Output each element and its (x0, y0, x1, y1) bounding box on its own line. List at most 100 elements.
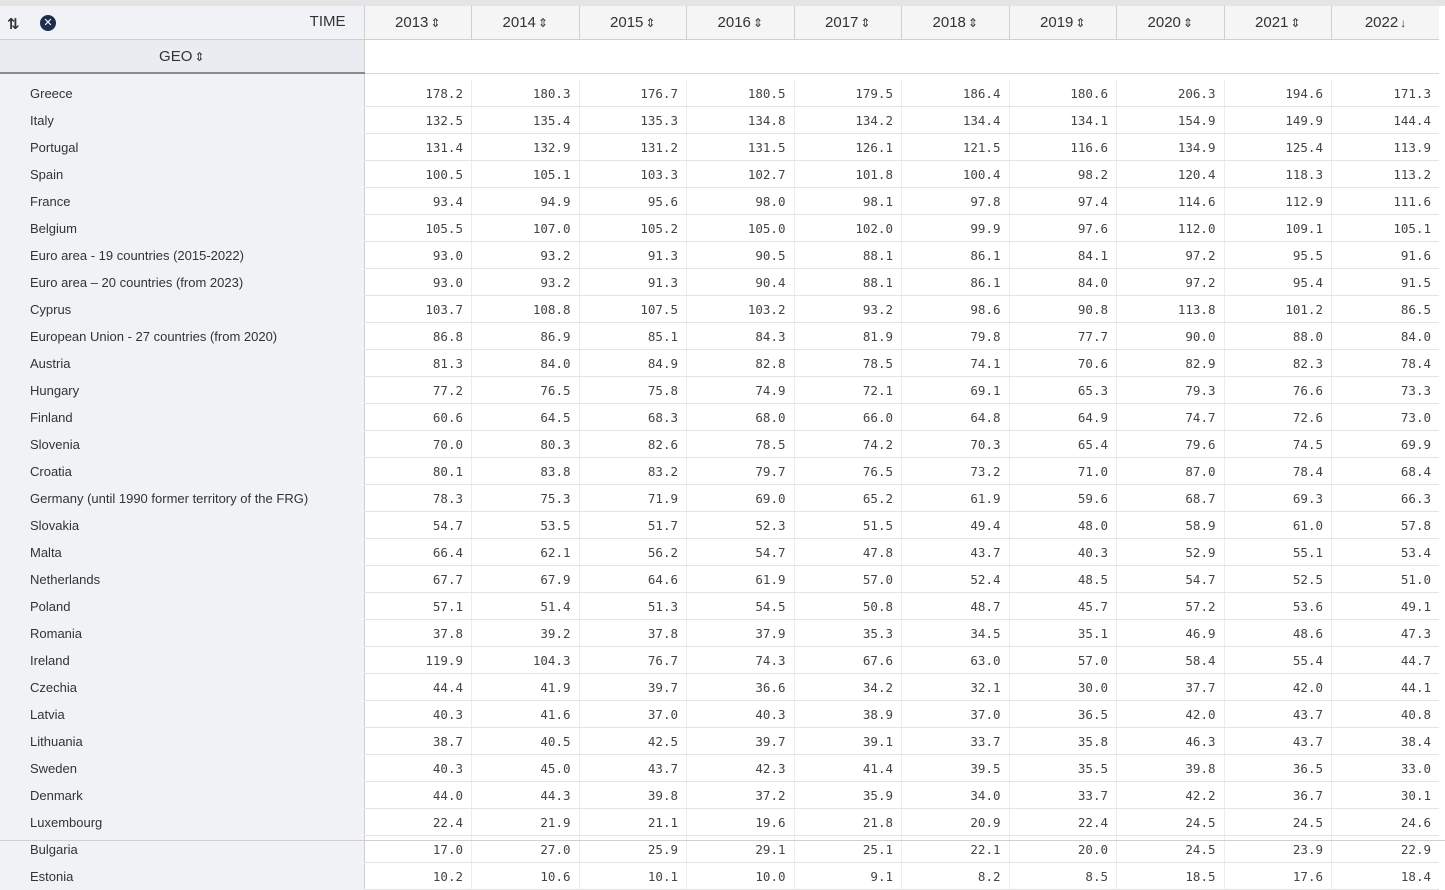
value-cell: 93.2 (471, 268, 579, 296)
value-cell: 34.0 (901, 781, 1009, 809)
value-cell: 62.1 (471, 538, 579, 566)
value-cell: 35.8 (1008, 727, 1117, 755)
value-cell: 53.5 (471, 511, 579, 539)
header-corner: ⇅ ✕ TIME (0, 6, 365, 40)
table-row: Euro area – 20 countries (from 2023) 93.0… (0, 268, 1439, 296)
value-cell: 111.6 (1331, 187, 1439, 215)
value-cell: 91.3 (578, 268, 687, 296)
geo-row-label: Euro area – 20 countries (from 2023) (0, 268, 365, 296)
value-cell: 39.2 (471, 619, 579, 647)
value-cell: 131.5 (686, 133, 794, 161)
value-cell: 45.7 (1008, 592, 1117, 620)
value-cell: 101.2 (1223, 295, 1332, 323)
value-cell: 39.8 (578, 781, 687, 809)
value-cell: 35.9 (793, 781, 902, 809)
value-cell: 79.6 (1116, 430, 1224, 458)
value-cell: 18.5 (1116, 862, 1224, 890)
value-cell: 86.8 (363, 322, 472, 350)
geo-column-header[interactable]: GEO ⇕ (0, 39, 365, 74)
sort-icon[interactable]: ⇕ (860, 16, 871, 30)
year-header-2020[interactable]: 2020 ⇕ (1116, 6, 1224, 40)
value-cell: 135.3 (578, 106, 687, 134)
sort-icon[interactable]: ⇕ (645, 16, 656, 30)
value-cell: 86.5 (1331, 295, 1439, 323)
value-cell: 154.9 (1116, 106, 1224, 134)
sort-toggle-icon[interactable]: ⇅ (7, 16, 19, 33)
value-cell: 179.5 (793, 80, 902, 107)
sort-icon[interactable]: ⇕ (967, 16, 978, 30)
value-cell: 94.9 (471, 187, 579, 215)
geo-row-label: Portugal (0, 133, 365, 161)
year-header-2018[interactable]: 2018 ⇕ (901, 6, 1009, 40)
value-cell: 44.7 (1331, 646, 1439, 674)
value-cell: 46.3 (1116, 727, 1224, 755)
year-header-2013[interactable]: 2013 ⇕ (363, 6, 472, 40)
year-header-2019[interactable]: 2019 ⇕ (1008, 6, 1117, 40)
sort-icon[interactable]: ⇕ (430, 16, 441, 30)
value-cell: 83.2 (578, 457, 687, 485)
clear-sort-icon[interactable]: ✕ (40, 15, 56, 31)
value-cell: 180.5 (686, 80, 794, 107)
value-cell: 85.1 (578, 322, 687, 350)
value-cell: 103.3 (578, 160, 687, 188)
value-cell: 58.9 (1116, 511, 1224, 539)
value-cell: 44.3 (471, 781, 579, 809)
value-cell: 48.7 (901, 592, 1009, 620)
geo-row-label: Luxembourg (0, 808, 365, 836)
value-cell: 71.0 (1008, 457, 1117, 485)
table-row: Austria 81.3 84.0 84.9 82.8 78.5 74.1 70.6 82.9 8… (0, 349, 1439, 377)
year-label: 2019 (1040, 14, 1074, 31)
value-cell: 39.7 (686, 727, 794, 755)
sort-icon[interactable]: ⇕ (537, 16, 548, 30)
value-cell: 90.4 (686, 268, 794, 296)
value-cell: 52.3 (686, 511, 794, 539)
value-cell: 113.8 (1116, 295, 1224, 323)
table-row: Belgium 105.5 107.0 105.2 105.0 102.0 99.9 97.6… (0, 214, 1439, 242)
value-cell: 194.6 (1223, 80, 1332, 107)
value-cell: 105.1 (1331, 214, 1439, 242)
value-cell: 72.1 (793, 376, 902, 404)
value-cell: 66.3 (1331, 484, 1439, 512)
geo-sort-icon[interactable]: ⇕ (194, 49, 205, 64)
value-cell: 41.6 (471, 700, 579, 728)
value-cell: 86.1 (901, 241, 1009, 269)
value-cell: 42.3 (686, 754, 794, 782)
table-row: Slovenia 70.0 80.3 82.6 78.5 74.2 70.3 65.4 79.6… (0, 430, 1439, 458)
sort-icon[interactable]: ⇕ (1290, 16, 1301, 30)
year-header-2021[interactable]: 2021 ⇕ (1223, 6, 1332, 40)
value-cell: 68.4 (1331, 457, 1439, 485)
value-cell: 74.9 (686, 376, 794, 404)
value-cell: 97.4 (1008, 187, 1117, 215)
year-header-2017[interactable]: 2017 ⇕ (793, 6, 902, 40)
geo-row-label: Slovenia (0, 430, 365, 458)
value-cell: 36.6 (686, 673, 794, 701)
geo-row-label: Malta (0, 538, 365, 566)
geo-row-label: Sweden (0, 754, 365, 782)
sort-icon[interactable]: ⇕ (1075, 16, 1086, 30)
year-header-2022[interactable]: 2022 ↓ (1331, 6, 1439, 40)
sort-icon[interactable]: ⇕ (752, 16, 763, 30)
value-cell: 134.1 (1008, 106, 1117, 134)
geo-row-label: Denmark (0, 781, 365, 809)
year-header-2016[interactable]: 2016 ⇕ (686, 6, 794, 40)
value-cell: 44.1 (1331, 673, 1439, 701)
geo-row-label: France (0, 187, 365, 215)
geo-row-label: Netherlands (0, 565, 365, 593)
year-header-2014[interactable]: 2014 ⇕ (471, 6, 579, 40)
value-cell: 8.2 (901, 862, 1009, 890)
value-cell: 57.0 (793, 565, 902, 593)
geo-row-label: Cyprus (0, 295, 365, 323)
value-cell: 102.7 (686, 160, 794, 188)
value-cell: 70.3 (901, 430, 1009, 458)
sort-descending-icon[interactable]: ↓ (1400, 16, 1407, 30)
year-header-2015[interactable]: 2015 ⇕ (578, 6, 687, 40)
sort-icon[interactable]: ⇕ (1182, 16, 1193, 30)
value-cell: 109.1 (1223, 214, 1332, 242)
value-cell: 83.8 (471, 457, 579, 485)
value-cell: 39.8 (1116, 754, 1224, 782)
value-cell: 37.2 (686, 781, 794, 809)
value-cell: 36.7 (1223, 781, 1332, 809)
value-cell: 55.4 (1223, 646, 1332, 674)
value-cell: 21.1 (578, 808, 687, 836)
value-cell: 79.7 (686, 457, 794, 485)
